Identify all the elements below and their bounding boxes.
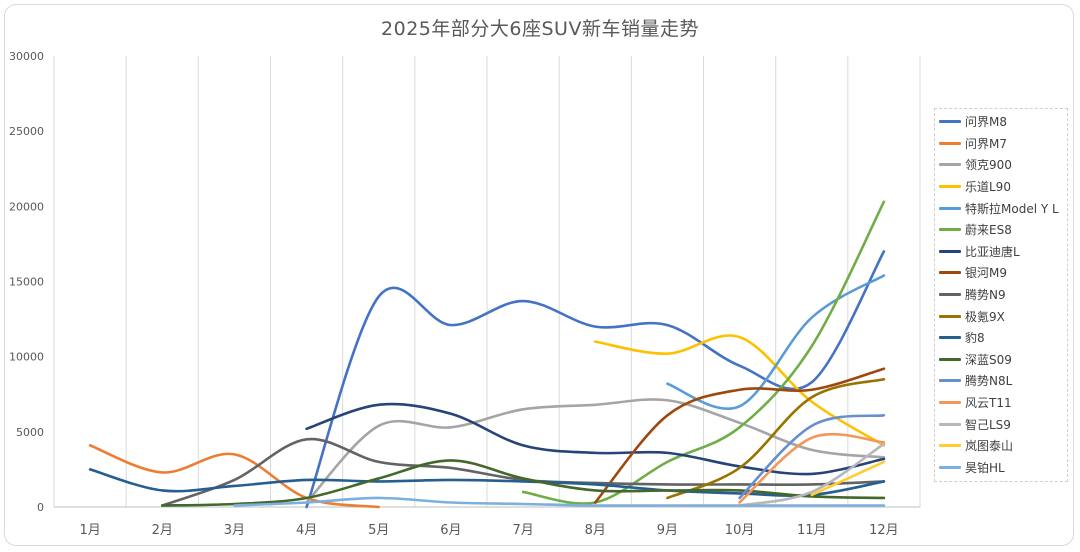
x-tick-label: 10月 [725, 523, 755, 538]
legend-item: 深蓝S09 [939, 349, 1067, 371]
legend-item: 问界M7 [939, 133, 1067, 155]
legend-swatch [939, 444, 961, 448]
chart-title: 2025年部分大6座SUV新车销量走势 [381, 18, 699, 40]
legend-swatch [939, 271, 961, 275]
legend-item: 领克900 [939, 154, 1067, 176]
legend-swatch [939, 422, 961, 426]
legend-label: 极氪9X [965, 309, 1005, 324]
series-line-16 [810, 460, 886, 497]
legend-item: 昊铂HL [939, 457, 1067, 479]
y-tick-label: 30000 [9, 50, 44, 63]
series-line-10 [666, 377, 886, 500]
legend-label: 风云T11 [965, 396, 1012, 411]
y-tick-label: 25000 [9, 125, 44, 138]
legend-item: 特斯拉Model Y L [939, 197, 1067, 219]
legend-label: 深蓝S09 [965, 352, 1012, 367]
legend-item: 问界M8 [939, 111, 1067, 133]
legend-swatch [939, 293, 961, 297]
x-tick-label: 3月 [224, 523, 245, 538]
legend-item: 蔚来ES8 [939, 219, 1067, 241]
series-line-5 [666, 274, 886, 410]
legend-swatch [939, 314, 961, 318]
legend-label: 比亚迪唐L [965, 244, 1020, 259]
legend-item: 风云T11 [939, 392, 1067, 414]
legend-swatch [939, 206, 961, 210]
y-tick-label: 10000 [9, 351, 44, 364]
x-tick-label: 8月 [585, 523, 606, 538]
legend-swatch [939, 141, 961, 145]
series-line-15 [738, 442, 886, 507]
legend-label: 腾势N8L [965, 374, 1013, 389]
series-line-9 [160, 437, 886, 507]
legend-swatch [939, 185, 961, 189]
x-tick-label: 7月 [512, 523, 533, 538]
legend-label: 问界M8 [965, 115, 1007, 130]
x-tick-label: 2月 [152, 523, 173, 538]
legend-label: 领克900 [965, 158, 1012, 173]
series-line-17 [233, 496, 886, 507]
y-tick-label: 15000 [9, 276, 44, 289]
x-tick-label: 9月 [657, 523, 678, 538]
legend-item: 岚图泰山 [939, 435, 1067, 457]
y-tick-label: 20000 [9, 200, 44, 213]
y-tick-label: 0 [37, 501, 44, 514]
series-line-12 [160, 459, 886, 507]
legend-label: 银河M9 [965, 266, 1007, 281]
legend-label: 腾势N9 [965, 288, 1006, 303]
y-tick-label: 5000 [16, 426, 44, 439]
legend-swatch [939, 120, 961, 124]
legend-label: 乐道L90 [965, 180, 1011, 195]
legend-swatch [939, 336, 961, 340]
legend-item: 比亚迪唐L [939, 241, 1067, 263]
legend-swatch [939, 465, 961, 469]
legend-item: 智己LS9 [939, 413, 1067, 435]
series-line-8 [593, 367, 886, 504]
x-tick-label: 5月 [368, 523, 389, 538]
legend-swatch [939, 163, 961, 167]
legend-item: 腾势N9 [939, 284, 1067, 306]
x-tick-label: 1月 [79, 523, 100, 538]
series-line-2 [88, 444, 381, 509]
series-line-13 [738, 413, 886, 500]
legend-label: 特斯拉Model Y L [965, 201, 1059, 216]
legend-label: 昊铂HL [965, 460, 1005, 475]
legend-swatch [939, 228, 961, 232]
x-tick-label: 11月 [797, 523, 827, 538]
legend-item: 乐道L90 [939, 176, 1067, 198]
chart-frame [4, 4, 1074, 546]
legend-label: 岚图泰山 [965, 439, 1014, 454]
x-tick-label: 12月 [869, 523, 899, 538]
x-tick-label: 6月 [440, 523, 461, 538]
legend-swatch [939, 357, 961, 361]
series-line-11 [88, 468, 886, 497]
legend-item: 腾势N8L [939, 370, 1067, 392]
legend-item: 极氪9X [939, 305, 1067, 327]
legend-label: 豹8 [965, 331, 985, 346]
legend-swatch [939, 379, 961, 383]
series-line-3 [305, 398, 886, 504]
series-line-1 [305, 250, 886, 509]
series-line-7 [305, 402, 886, 476]
x-tick-label: 4月 [296, 523, 317, 538]
legend-label: 蔚来ES8 [965, 223, 1012, 238]
chart-legend: 问界M8 问界M7 领克900 乐道L90 特斯拉Model Y L 蔚来ES8 比亚迪唐L… [934, 108, 1068, 482]
legend-swatch [939, 249, 961, 253]
series-line-14 [738, 432, 886, 504]
legend-swatch [939, 401, 961, 405]
legend-label: 智己LS9 [965, 417, 1011, 432]
legend-item: 银河M9 [939, 262, 1067, 284]
legend-label: 问界M7 [965, 136, 1007, 151]
legend-item: 豹8 [939, 327, 1067, 349]
